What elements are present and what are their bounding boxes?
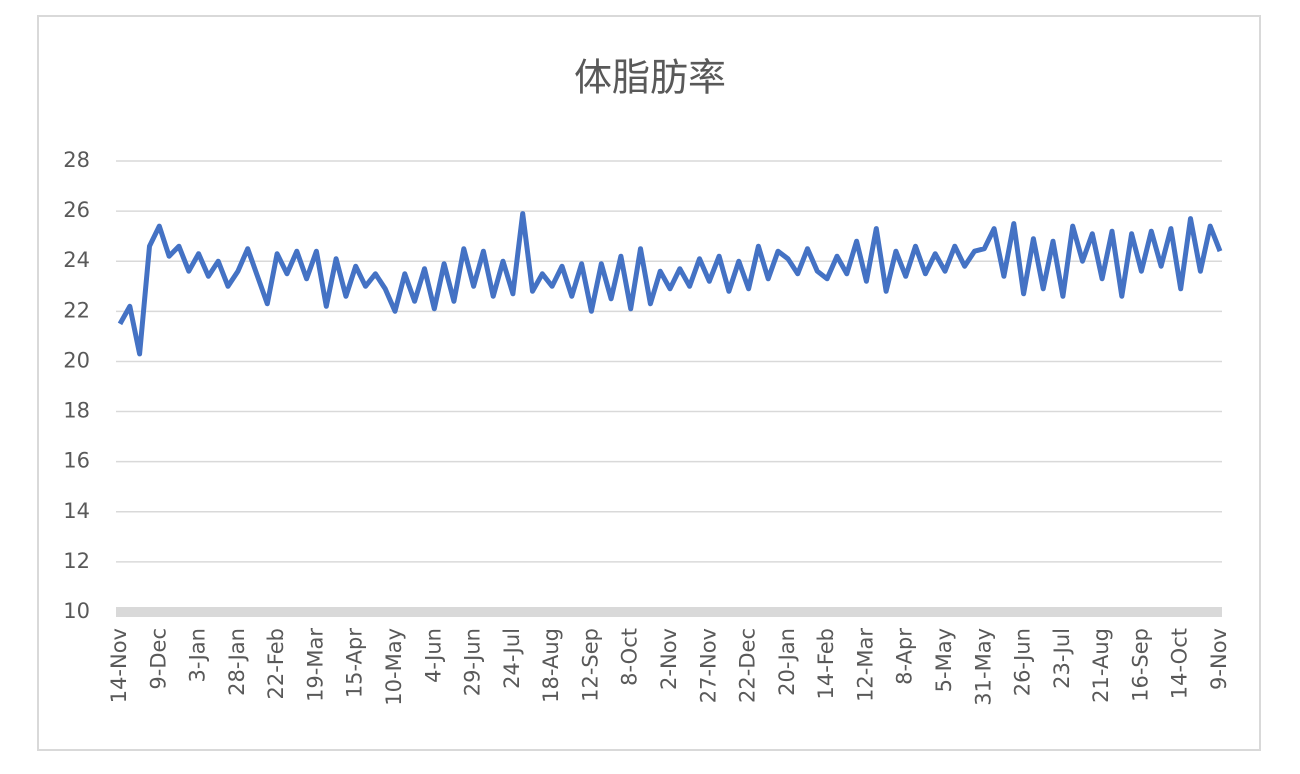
y-tick-label: 24 bbox=[63, 248, 90, 272]
chart-border bbox=[37, 15, 1261, 751]
y-tick-label: 28 bbox=[63, 148, 90, 172]
x-tick-label: 10-May bbox=[382, 628, 406, 706]
x-tick-label: 14-Oct bbox=[1168, 628, 1192, 699]
x-tick-label: 14-Feb bbox=[814, 628, 838, 699]
data-line bbox=[117, 211, 1223, 357]
y-tick-label: 26 bbox=[63, 198, 90, 222]
x-tick-label: 21-Aug bbox=[1089, 628, 1113, 703]
chart-title: 体脂肪率 bbox=[574, 56, 726, 100]
x-tick-label: 31-May bbox=[971, 628, 995, 706]
y-tick-label: 18 bbox=[63, 399, 90, 423]
x-tick-label: 8-Apr bbox=[893, 628, 917, 685]
y-tick-label: 22 bbox=[63, 298, 90, 322]
y-tick-label: 20 bbox=[63, 348, 90, 372]
y-tick-label: 10 bbox=[63, 599, 90, 623]
x-tick-label: 15-Apr bbox=[343, 628, 367, 699]
x-tick-label: 12-Sep bbox=[578, 628, 602, 702]
x-tick-label: 22-Dec bbox=[736, 628, 760, 703]
x-tick-label: 24-Jul bbox=[500, 628, 524, 689]
x-tick-label: 27-Nov bbox=[696, 628, 720, 703]
x-tick-label: 18-Aug bbox=[539, 628, 563, 703]
x-tick-label: 29-Jun bbox=[461, 628, 485, 696]
y-tick-label: 14 bbox=[63, 499, 90, 523]
x-tick-label: 26-Jun bbox=[1011, 628, 1035, 696]
y-tick-label: 12 bbox=[63, 549, 90, 573]
x-tick-label: 3-Jan bbox=[186, 628, 210, 682]
x-tick-label: 19-Mar bbox=[303, 628, 327, 702]
x-tick-label: 23-Jul bbox=[1050, 628, 1074, 689]
x-tick-label: 2-Nov bbox=[657, 628, 681, 690]
x-tick-label: 5-May bbox=[932, 628, 956, 692]
x-tick-label: 9-Dec bbox=[146, 628, 170, 690]
x-tick-label: 4-Jun bbox=[421, 628, 445, 683]
x-tick-label: 9-Nov bbox=[1207, 628, 1231, 690]
x-tick-label: 20-Jan bbox=[775, 628, 799, 696]
x-tick-label: 16-Sep bbox=[1128, 628, 1152, 702]
x-tick-label: 22-Feb bbox=[264, 628, 288, 699]
x-tick-label: 12-Mar bbox=[853, 628, 877, 702]
y-tick-label: 16 bbox=[63, 449, 90, 473]
x-tick-label: 14-Nov bbox=[107, 628, 131, 703]
x-tick-label: 28-Jan bbox=[225, 628, 249, 696]
x-tick-label: 8-Oct bbox=[618, 628, 642, 686]
